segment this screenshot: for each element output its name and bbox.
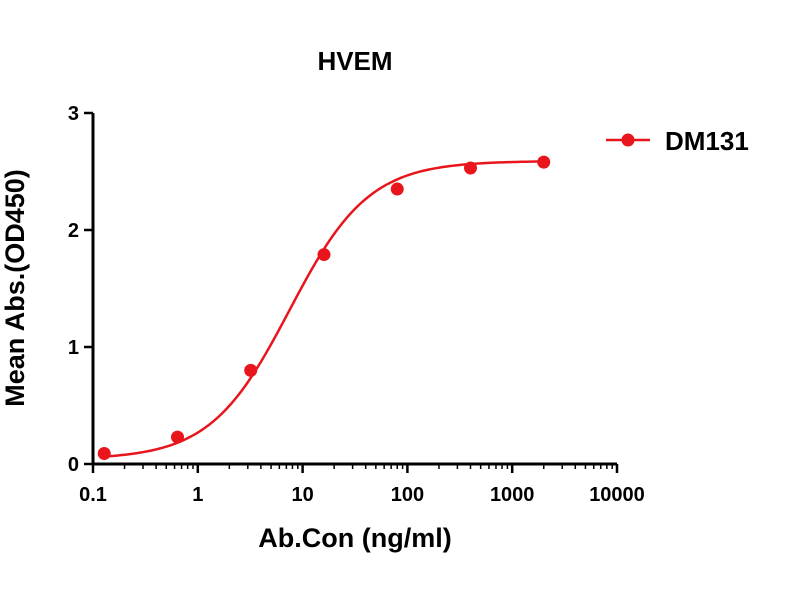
data-point-dm131 bbox=[390, 182, 404, 196]
legend: DM131 bbox=[606, 126, 749, 156]
data-points bbox=[97, 155, 551, 460]
y-axis-label: Mean Abs.(OD450) bbox=[0, 169, 30, 407]
x-tick-label: 100 bbox=[391, 484, 424, 506]
legend-marker-dm131 bbox=[621, 133, 635, 147]
data-point-dm131 bbox=[97, 446, 111, 460]
y-tick-label: 2 bbox=[68, 220, 79, 242]
data-point-dm131 bbox=[170, 430, 184, 444]
data-point-dm131 bbox=[537, 155, 551, 169]
x-tick-label: 10 bbox=[291, 484, 313, 506]
data-point-dm131 bbox=[244, 363, 258, 377]
axes bbox=[91, 113, 617, 466]
plot-area: 0.1 1 10 100 1000 10000 0 1 2 3 bbox=[68, 103, 645, 506]
y-tick-label: 3 bbox=[68, 103, 79, 125]
legend-label-dm131: DM131 bbox=[665, 126, 749, 156]
data-point-dm131 bbox=[463, 161, 477, 175]
y-tick-label: 1 bbox=[68, 337, 79, 359]
fit-curve-dm131 bbox=[104, 160, 544, 458]
y-axis-ticks: 0 1 2 3 bbox=[68, 103, 93, 476]
x-tick-label: 1000 bbox=[490, 484, 535, 506]
x-tick-label: 1 bbox=[192, 484, 203, 506]
x-axis-label: Ab.Con (ng/ml) bbox=[258, 523, 451, 553]
y-tick-label: 0 bbox=[68, 454, 79, 476]
chart-title: HVEM bbox=[317, 46, 392, 76]
x-tick-label: 10000 bbox=[589, 484, 645, 506]
x-axis-ticks: 0.1 1 10 100 1000 10000 bbox=[79, 464, 645, 506]
x-tick-label: 0.1 bbox=[79, 484, 107, 506]
data-point-dm131 bbox=[317, 248, 331, 262]
